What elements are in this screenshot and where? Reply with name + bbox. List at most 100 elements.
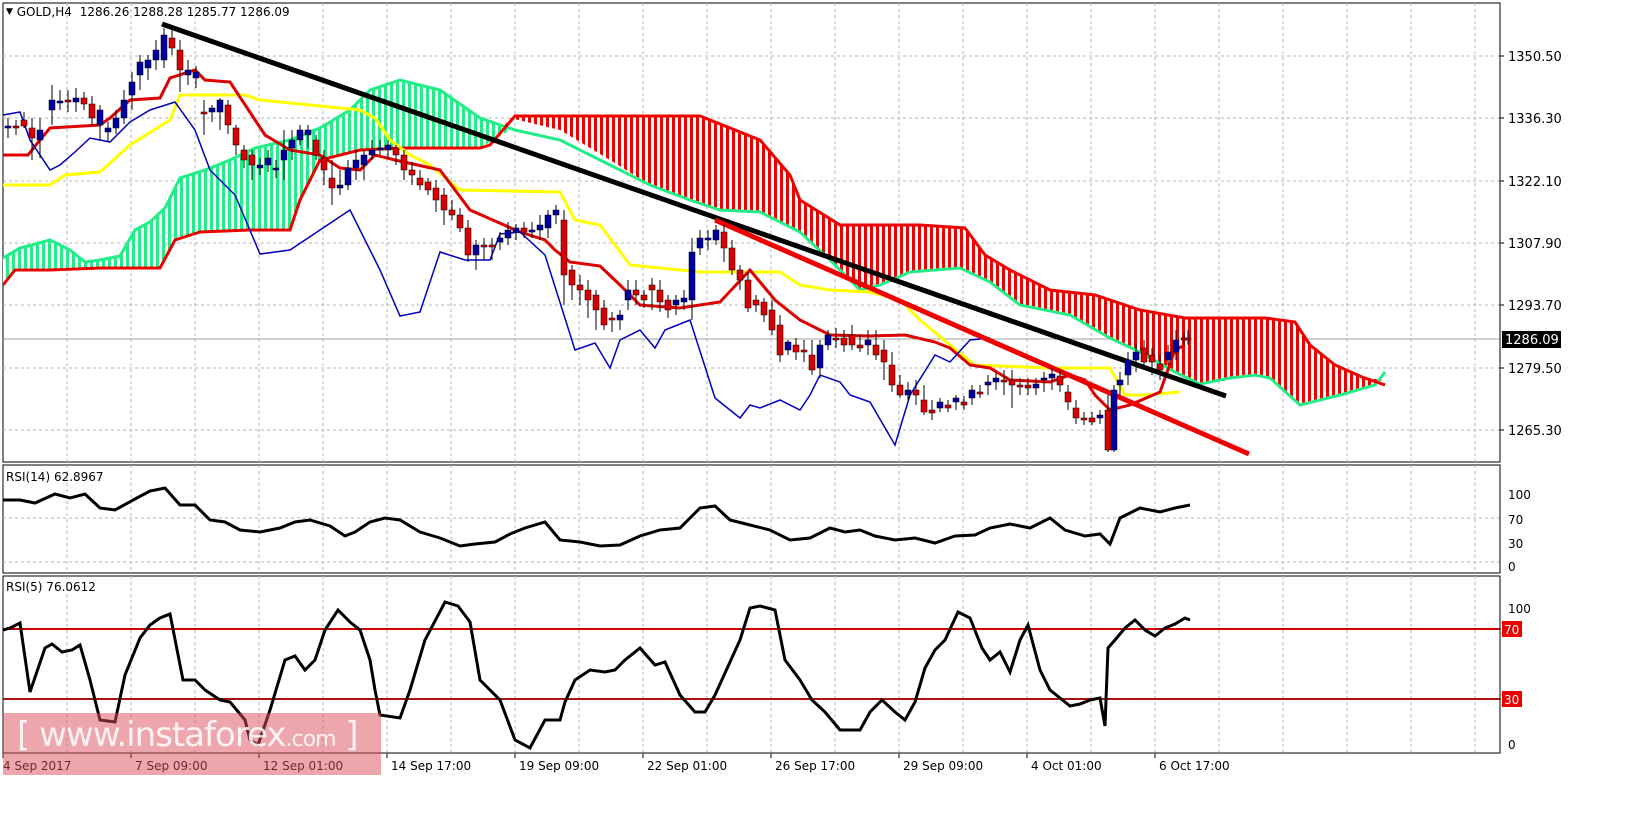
- bull-candle: [616, 314, 624, 321]
- bull-candle: [184, 69, 192, 76]
- bull-candle: [96, 109, 104, 126]
- bear-candle: [888, 364, 896, 386]
- bear-candle: [80, 97, 88, 105]
- bear-candle: [448, 209, 456, 216]
- bear-candle: [928, 409, 936, 414]
- bull-candle: [104, 127, 112, 133]
- bear-candle: [744, 279, 752, 309]
- chart-header: ▼ GOLD,H4 1286.26 1288.28 1285.77 1286.0…: [6, 5, 290, 19]
- bull-candle: [368, 149, 376, 156]
- bull-candle: [112, 117, 120, 129]
- bear-candle: [28, 127, 36, 139]
- black-trendline[interactable]: [161, 21, 1227, 399]
- tenkan-sen-line: [3, 68, 1186, 412]
- bull-candle: [192, 71, 200, 79]
- bear-candle: [248, 154, 256, 166]
- bull-candle: [272, 167, 280, 171]
- bear-candle: [872, 344, 880, 356]
- bull-candle: [344, 167, 352, 186]
- kijun-sen-line: [3, 93, 1181, 397]
- bear-candle: [1064, 391, 1072, 403]
- bear-candle: [568, 269, 576, 286]
- price-tick: 1279.50: [1508, 362, 1562, 377]
- price-tick: 1293.70: [1508, 299, 1562, 314]
- bull-candle: [152, 49, 160, 61]
- bear-candle: [88, 103, 96, 119]
- bull-candle: [144, 59, 152, 69]
- price-tick: 1322.10: [1508, 175, 1562, 190]
- bear-candle: [1080, 417, 1088, 421]
- rsi14-label: RSI(14) 62.8967: [6, 470, 104, 484]
- rsi14-tick: 0: [1508, 560, 1516, 574]
- bear-candle: [976, 391, 984, 395]
- red-trendline[interactable]: [713, 217, 1251, 457]
- bear-candle: [464, 227, 472, 256]
- bear-candle: [728, 247, 736, 271]
- rsi14-tick: 70: [1508, 513, 1523, 527]
- bear-candle: [760, 301, 768, 316]
- current-price-label: 1286.09: [1505, 333, 1559, 348]
- rsi5-tick: 0: [1508, 738, 1516, 752]
- bear-candle: [224, 104, 232, 126]
- bull-candle: [56, 100, 64, 104]
- bear-candle: [848, 334, 856, 346]
- bear-candle: [1072, 407, 1080, 419]
- bear-candle: [664, 299, 672, 311]
- bull-candle: [512, 227, 520, 233]
- bear-candle: [1104, 409, 1112, 451]
- bull-candle: [136, 61, 144, 76]
- bull-candle: [1032, 383, 1040, 389]
- bear-candle: [776, 324, 784, 356]
- svg-text:30: 30: [1504, 693, 1519, 707]
- bull-candle: [784, 341, 792, 351]
- bear-candle: [920, 399, 928, 413]
- bull-candle: [624, 289, 632, 301]
- bear-candle: [752, 299, 760, 306]
- time-tick: 29 Sep 09:00: [903, 759, 983, 773]
- bull-candle: [296, 129, 304, 141]
- bear-candle: [416, 177, 424, 186]
- bear-candle: [960, 401, 968, 406]
- bear-candle: [1000, 379, 1008, 383]
- bear-candle: [912, 389, 920, 396]
- bull-candle: [680, 297, 688, 303]
- triangle-down-icon[interactable]: ▼: [6, 7, 13, 17]
- time-tick: 4 Oct 01:00: [1031, 759, 1102, 773]
- bear-candle: [1008, 379, 1016, 386]
- watermark-text: [ www.instaforex.com ]: [17, 715, 359, 755]
- bull-candle: [1116, 379, 1124, 386]
- bear-candle: [576, 284, 584, 291]
- bull-candle: [1132, 351, 1140, 361]
- time-tick: 22 Sep 01:00: [647, 759, 727, 773]
- bull-candle: [4, 125, 12, 129]
- bull-candle: [712, 229, 720, 241]
- bear-candle: [480, 244, 488, 248]
- bull-candle: [688, 251, 696, 301]
- bear-candle: [320, 157, 328, 171]
- bear-candle: [608, 317, 616, 321]
- bull-candle: [376, 147, 384, 151]
- bull-candle: [952, 397, 960, 403]
- bear-candle: [600, 307, 608, 326]
- bull-candle: [544, 214, 552, 229]
- bear-candle: [176, 49, 184, 71]
- rsi14-tick: 100: [1508, 488, 1531, 502]
- rsi14-axis: 100 70 30 0: [1499, 465, 1531, 574]
- bear-candle: [808, 354, 816, 371]
- bear-candle: [408, 169, 416, 176]
- bull-candle: [992, 377, 1000, 383]
- bear-candle: [632, 289, 640, 296]
- bear-candle: [720, 231, 728, 249]
- bear-candle: [736, 269, 744, 281]
- bull-candle: [552, 209, 560, 216]
- bull-candle: [36, 129, 44, 141]
- bull-candle: [256, 164, 264, 169]
- bull-candle: [672, 299, 680, 306]
- bear-candle: [640, 294, 648, 301]
- bear-candle: [200, 111, 208, 115]
- bull-candle: [968, 389, 976, 399]
- rsi5-level-badge: [1502, 691, 1522, 707]
- bull-candle: [360, 154, 368, 166]
- bear-candle: [1156, 363, 1164, 371]
